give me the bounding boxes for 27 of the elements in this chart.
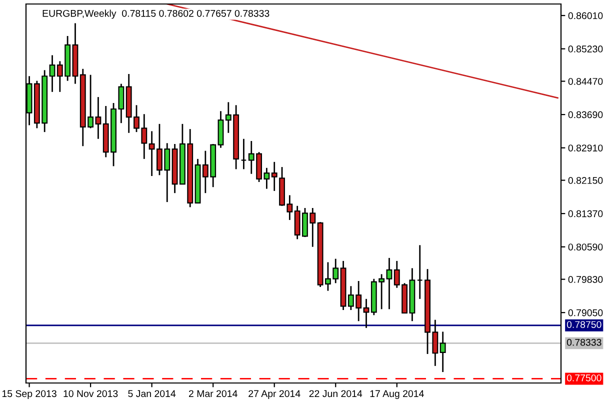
x-tick-label: 17 Aug 2014 <box>370 390 424 400</box>
candlestick <box>49 54 56 93</box>
y-tick-label: 0.82150 <box>568 177 603 184</box>
y-tick-label: 0.80590 <box>568 244 603 250</box>
candlestick <box>240 138 247 170</box>
ref-line-label: 0.77500 <box>566 374 602 382</box>
y-tick-label: 0.79050 <box>568 309 603 316</box>
y-tick-label: 0.83690 <box>568 111 603 118</box>
x-tick-label: 15 Sep 2013 <box>2 390 56 400</box>
x-tick-label: 5 Jan 2014 <box>128 390 176 398</box>
y-tick-label: 0.82910 <box>568 144 603 152</box>
y-tick-label: 0.86010 <box>568 12 603 20</box>
candlestick <box>440 331 446 373</box>
ref-line-label: 0.78750 <box>566 321 602 328</box>
x-tick-label: 27 Apr 2014 <box>248 390 300 400</box>
y-tick-label: 0.79830 <box>568 276 603 283</box>
text: EURGBP,Weekly 0.78115 0.78602 0.77657 0.78333 <box>42 10 270 19</box>
x-tick-label: 22 Jun 2014 <box>309 390 362 398</box>
y-tick-label: 0.85230 <box>568 46 603 52</box>
candlestick <box>271 161 278 192</box>
y-tick-label: 0.81370 <box>568 210 603 218</box>
candlestick <box>386 257 392 310</box>
x-tick-label: 10 Nov 2013 <box>64 390 118 398</box>
y-tick-label: 0.84470 <box>568 78 603 85</box>
ref-line-label: 0.78333 <box>566 338 602 346</box>
candlestick <box>416 244 423 300</box>
x-tick-label: 2 Mar 2014 <box>188 390 238 398</box>
